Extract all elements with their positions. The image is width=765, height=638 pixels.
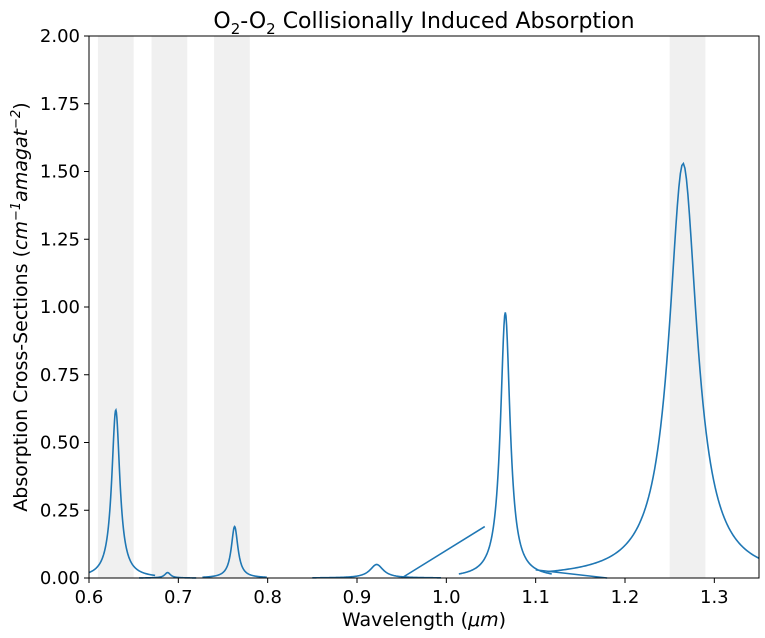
x-tick-label: 1.3: [700, 587, 729, 608]
x-tick-label: 1.0: [432, 587, 461, 608]
y-axis-ticks: 0.00 0.25 0.50 0.75 1.00 1.25 1.50 1.75 2.00: [40, 26, 89, 589]
y-axis-label: Absorption Cross-Sections (cm−1amagat−2): [9, 102, 32, 511]
shaded-band-4: [669, 36, 706, 578]
x-tick-label: 1.2: [611, 587, 640, 608]
x-axis-label: Wavelength (μm): [342, 609, 506, 631]
chart-title: O2-O2 Collisionally Induced Absorption: [213, 9, 634, 38]
y-tick-label: 1.50: [40, 162, 80, 183]
y-tick-label: 0.00: [40, 568, 80, 589]
line-segment-1: [401, 525, 486, 579]
absorption-peak-1: [88, 407, 156, 577]
x-tick-label: 1.1: [521, 587, 550, 608]
x-tick-label: 0.6: [75, 587, 104, 608]
plot-frame: [88, 35, 760, 579]
absorption-peak-5: [458, 312, 552, 575]
y-tick-label: 1.00: [40, 297, 80, 318]
shaded-band-3: [214, 36, 250, 578]
y-tick-label: 0.50: [40, 433, 80, 454]
y-tick-label: 2.00: [40, 26, 80, 47]
shaded-band-2: [151, 36, 188, 578]
x-tick-label: 0.7: [164, 587, 193, 608]
shaded-bands: [97, 36, 706, 578]
shaded-band-1: [97, 36, 134, 578]
absorption-peak-3: [202, 525, 267, 579]
absorption-peak-6: [547, 161, 760, 573]
y-tick-label: 0.75: [40, 365, 80, 386]
plot-lines: [88, 161, 760, 579]
y-tick-label: 1.25: [40, 229, 80, 250]
line-segment-2: [535, 569, 608, 579]
y-tick-label: 0.25: [40, 500, 80, 521]
x-axis-ticks: 0.6 0.7 0.8 0.9 1.0 1.1 1.2 1.3: [75, 578, 729, 608]
y-tick-label: 1.75: [40, 94, 80, 115]
x-tick-label: 0.9: [343, 587, 372, 608]
x-tick-label: 0.8: [253, 587, 282, 608]
